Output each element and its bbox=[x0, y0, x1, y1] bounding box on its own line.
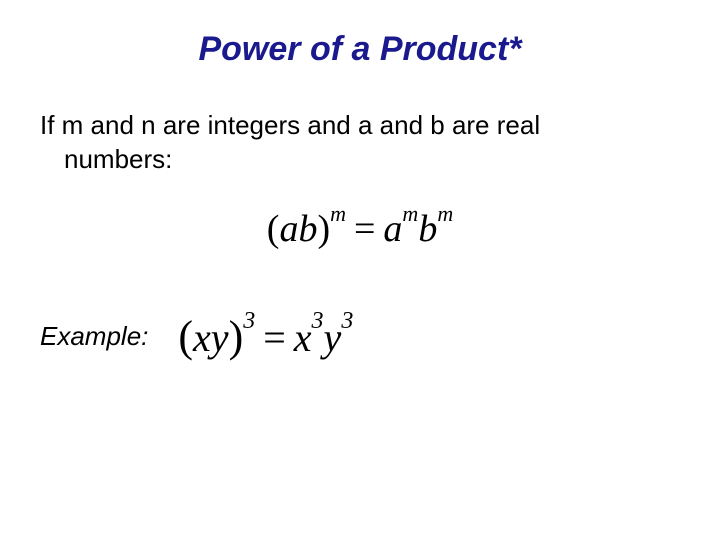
formula-b: b bbox=[418, 208, 437, 250]
ex-right-paren: ) bbox=[229, 312, 244, 361]
ex-exp-3: 3 bbox=[341, 308, 353, 334]
ex-y: y bbox=[324, 315, 342, 360]
example-formula: (xy)3=x3y3 bbox=[178, 311, 353, 362]
main-formula: (ab)m=ambm bbox=[40, 207, 680, 251]
ex-exp-2: 3 bbox=[312, 308, 324, 334]
equals-sign: = bbox=[354, 208, 375, 250]
ex-equals: = bbox=[263, 315, 286, 360]
formula-exp-m2: m bbox=[402, 201, 418, 226]
ex-base-xy: xy bbox=[193, 315, 229, 360]
left-paren: ( bbox=[267, 208, 280, 250]
body-line-2: numbers: bbox=[40, 143, 680, 177]
formula-exp-m3: m bbox=[437, 201, 453, 226]
example-label: Example: bbox=[40, 321, 148, 352]
ex-left-paren: ( bbox=[178, 312, 193, 361]
right-paren: ) bbox=[317, 208, 330, 250]
ex-exp-1: 3 bbox=[243, 308, 255, 334]
body-text: If m and n are integers and a and b are … bbox=[40, 109, 680, 177]
formula-a: a bbox=[383, 208, 402, 250]
ex-x: x bbox=[294, 315, 312, 360]
formula-exp-m1: m bbox=[330, 201, 346, 226]
formula-base-ab: ab bbox=[279, 208, 317, 250]
page-title: Power of a Product* bbox=[40, 30, 680, 69]
body-line-1: If m and n are integers and a and b are … bbox=[40, 110, 540, 140]
example-row: Example: (xy)3=x3y3 bbox=[40, 311, 680, 362]
